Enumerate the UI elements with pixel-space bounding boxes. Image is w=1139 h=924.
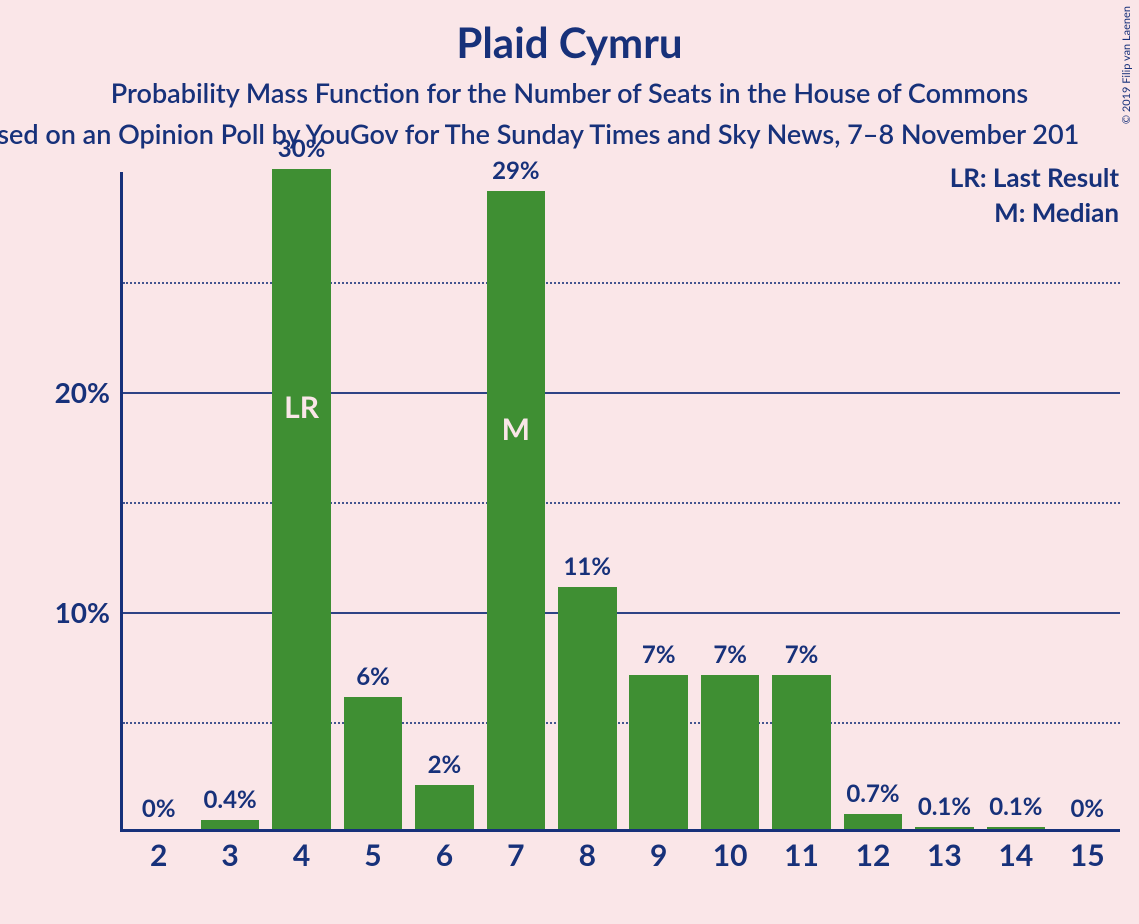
x-axis-tick-label: 5	[337, 829, 408, 873]
bar: 29%M	[487, 191, 546, 829]
bar: 7%	[772, 675, 831, 829]
bar-value-label: 0.7%	[844, 779, 903, 814]
x-axis-tick-label: 6	[409, 829, 480, 873]
bar-value-label: 7%	[772, 640, 831, 675]
x-axis-tick-label: 4	[266, 829, 337, 873]
bar-tag: M	[487, 411, 546, 447]
bar-value-label: 7%	[701, 640, 760, 675]
bar-value-label: 0.1%	[987, 792, 1046, 827]
x-axis-tick-label: 2	[123, 829, 194, 873]
bar: 0.4%	[201, 820, 260, 829]
x-axis-tick-label: 13	[909, 829, 980, 873]
bar-value-label: 0.4%	[201, 785, 260, 820]
x-axis-tick-label: 8	[552, 829, 623, 873]
bar: 0.7%	[844, 814, 903, 829]
chart-area: 0%0.4%30%LR6%2%29%M11%7%7%7%0.7%0.1%0.1%…	[40, 160, 1120, 900]
bar: 7%	[629, 675, 688, 829]
bar-value-label: 6%	[344, 662, 403, 697]
bar-value-label: 0%	[1058, 794, 1117, 829]
x-axis-tick-label: 3	[194, 829, 265, 873]
plot-area: 0%0.4%30%LR6%2%29%M11%7%7%7%0.7%0.1%0.1%…	[120, 172, 1120, 832]
bar-value-label: 0%	[129, 794, 188, 829]
bar-value-label: 0.1%	[915, 792, 974, 827]
bar-value-label: 30%	[272, 134, 331, 169]
chart-titles: Plaid Cymru Probability Mass Function fo…	[0, 0, 1139, 150]
chart-subtitle-1: Probability Mass Function for the Number…	[0, 76, 1139, 109]
x-axis-tick-label: 14	[980, 829, 1051, 873]
x-axis-tick-label: 15	[1052, 829, 1123, 873]
x-axis-tick-label: 10	[694, 829, 765, 873]
chart-subtitle-2: ased on an Opinion Poll by YouGov for Th…	[0, 117, 1101, 150]
x-axis-tick-label: 11	[766, 829, 837, 873]
bar-value-label: 7%	[629, 640, 688, 675]
bar-value-label: 2%	[415, 750, 474, 785]
x-axis-tick-label: 7	[480, 829, 551, 873]
y-axis-tick-label: 10%	[40, 595, 110, 629]
x-axis-tick-label: 12	[837, 829, 908, 873]
bar: 30%LR	[272, 169, 331, 829]
bar: 7%	[701, 675, 760, 829]
bar-tag: LR	[272, 389, 331, 425]
bar-value-label: 11%	[558, 552, 617, 587]
y-axis-tick-label: 20%	[40, 375, 110, 409]
bar: 2%	[415, 785, 474, 829]
bars-container: 0%0.4%30%LR6%2%29%M11%7%7%7%0.7%0.1%0.1%…	[123, 172, 1120, 829]
bar-value-label: 29%	[487, 156, 546, 191]
x-axis-tick-label: 9	[623, 829, 694, 873]
bar: 11%	[558, 587, 617, 829]
chart-title: Plaid Cymru	[0, 18, 1139, 66]
copyright-text: © 2019 Filip van Laenen	[1120, 6, 1133, 124]
bar: 6%	[344, 697, 403, 829]
